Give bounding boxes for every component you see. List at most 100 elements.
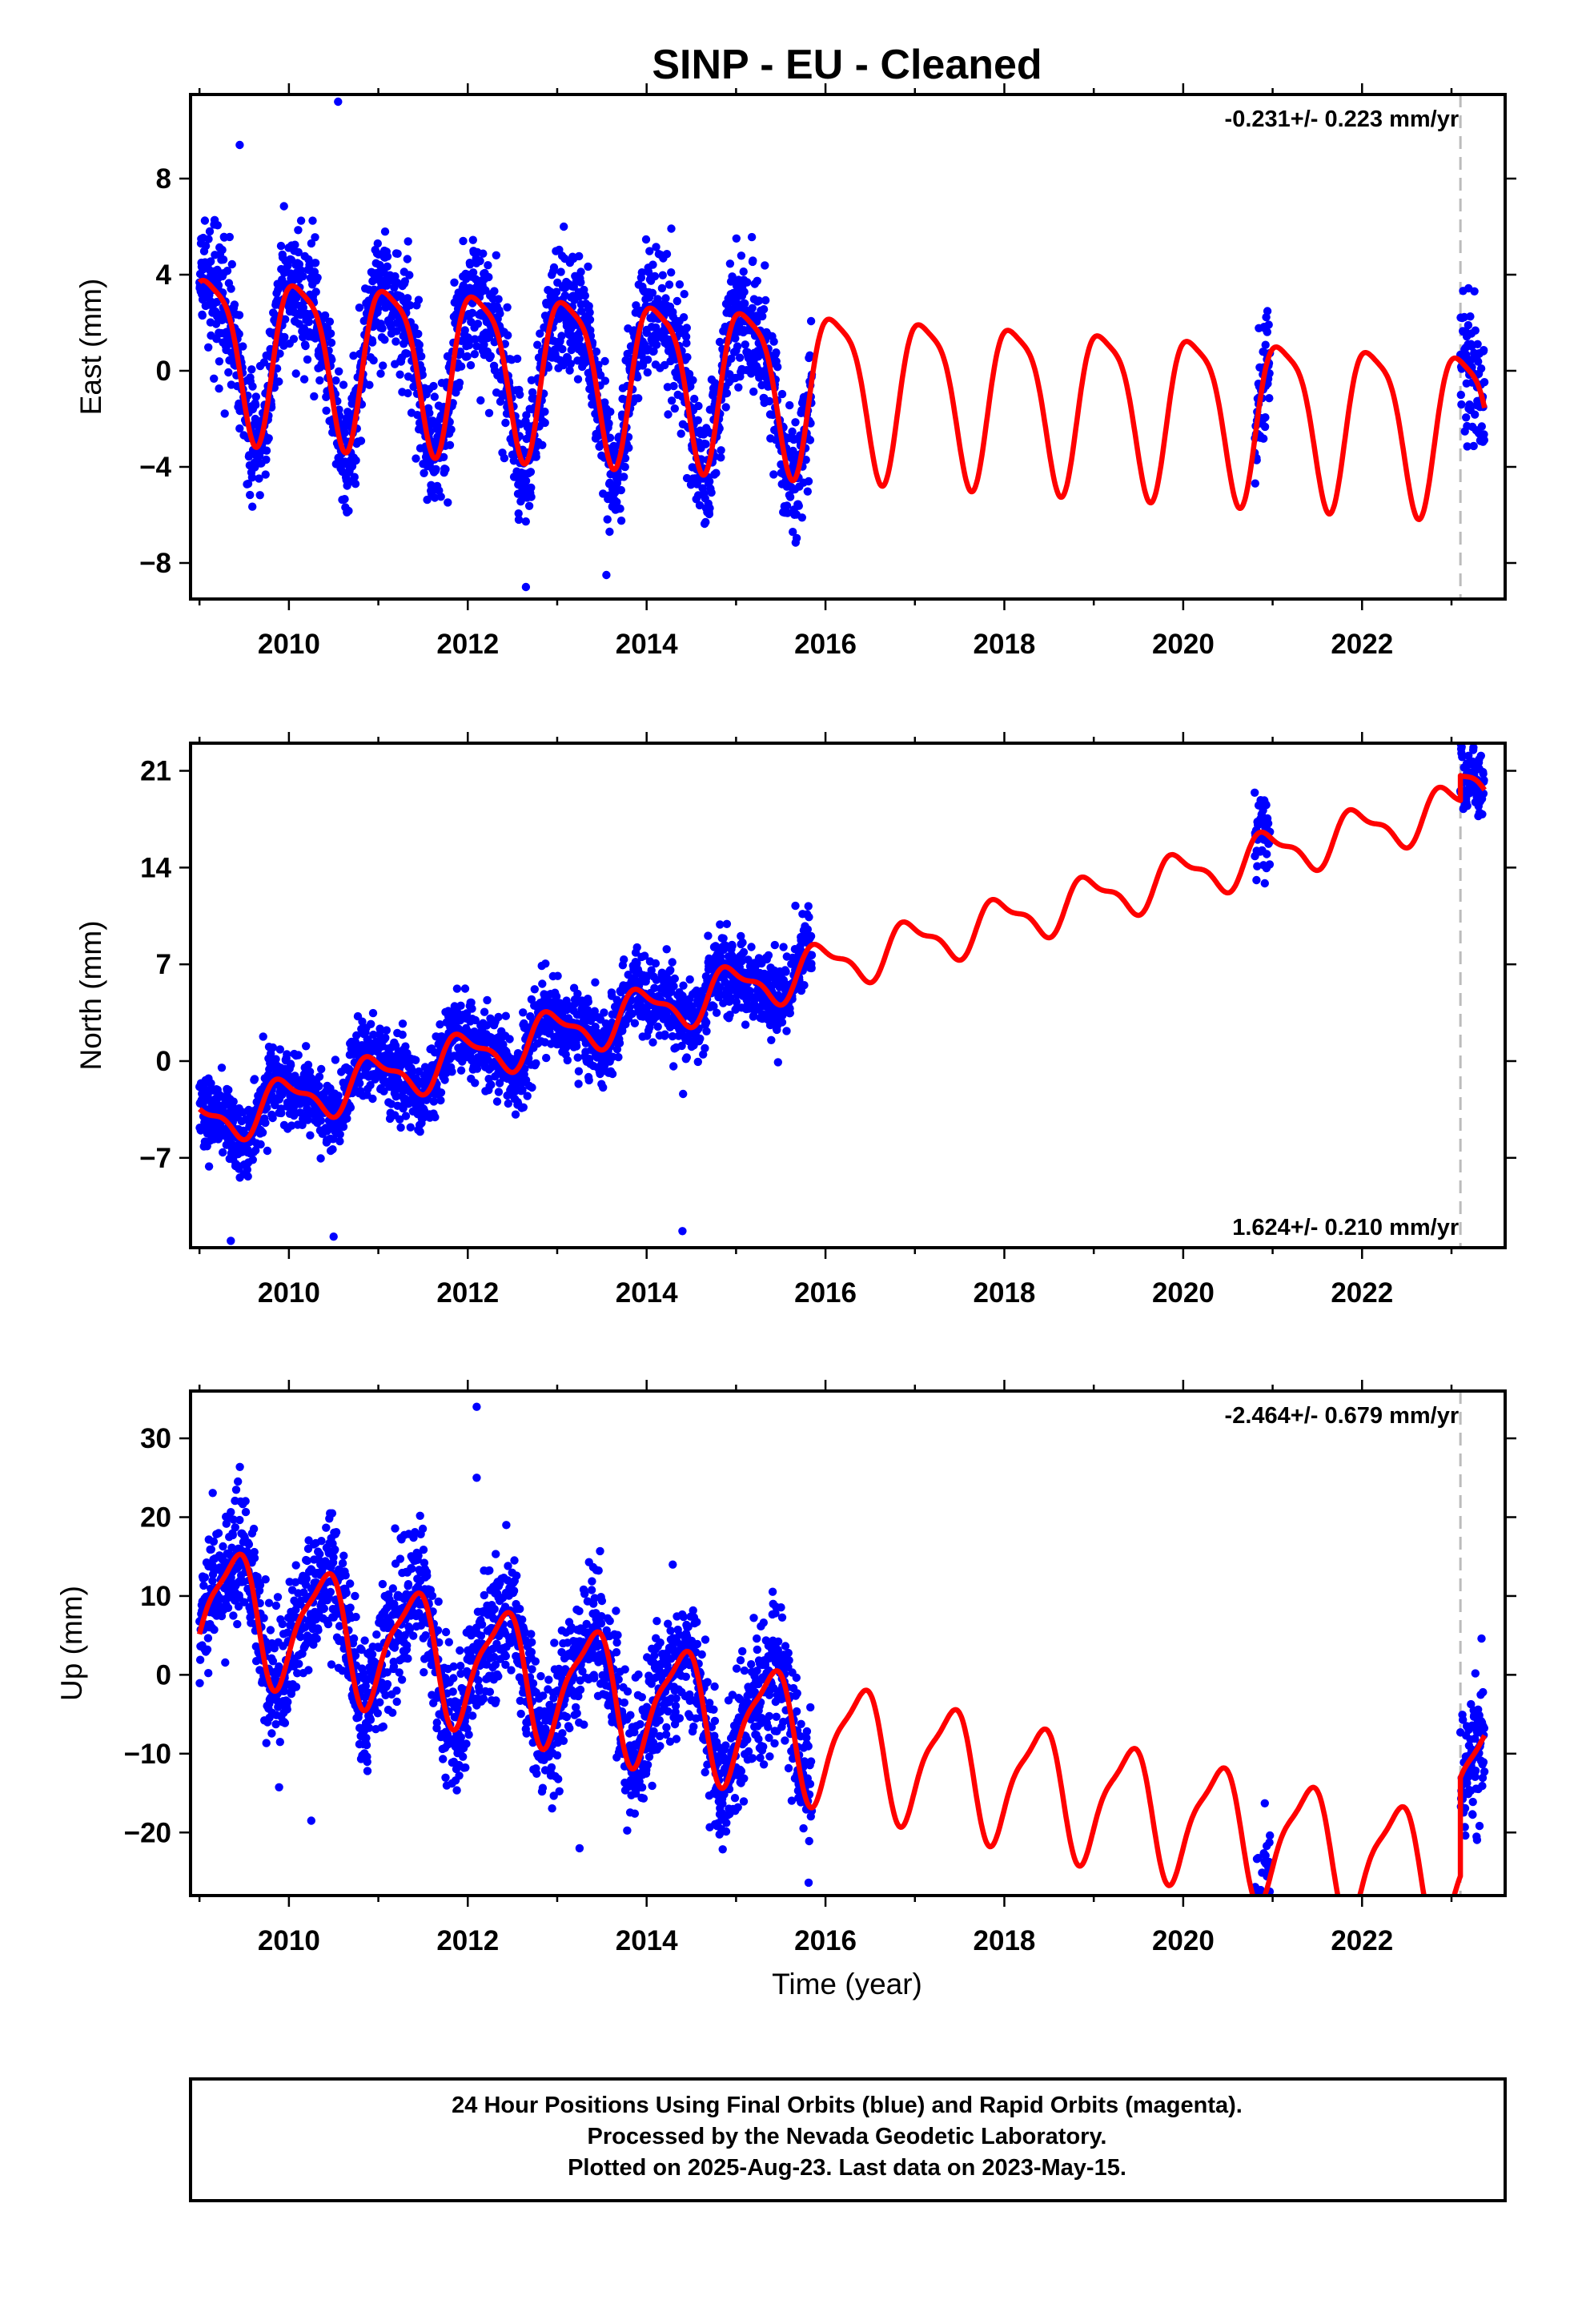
data-point (722, 919, 732, 929)
data-point (316, 1116, 326, 1125)
data-point (1456, 390, 1466, 400)
data-point (1476, 751, 1486, 760)
data-point (287, 1060, 295, 1070)
data-point (592, 347, 601, 356)
outlier-point (329, 1232, 338, 1241)
data-point (785, 493, 795, 501)
data-point (494, 1088, 504, 1096)
data-point (208, 1489, 217, 1498)
data-point (281, 315, 290, 324)
data-point (209, 1537, 219, 1546)
data-point (1463, 442, 1472, 451)
data-point (215, 384, 223, 393)
data-point (248, 1156, 257, 1164)
data-point (651, 959, 661, 968)
data-point (291, 369, 300, 378)
outlier-point (334, 97, 343, 107)
data-point (455, 378, 464, 388)
data-point (737, 957, 746, 966)
data-point (494, 1012, 503, 1022)
data-point (669, 982, 678, 991)
data-point (716, 952, 725, 961)
data-point (315, 1082, 323, 1091)
data-point (429, 381, 438, 391)
data-point (665, 280, 674, 289)
data-point (500, 453, 509, 463)
data-point (229, 1611, 238, 1620)
data-point (243, 479, 253, 489)
data-point (239, 342, 247, 351)
y-tick-label: 8 (156, 163, 171, 195)
data-point (351, 456, 360, 465)
data-point (765, 973, 774, 983)
data-point (243, 1172, 252, 1181)
data-point (496, 309, 504, 318)
data-point (367, 1019, 375, 1029)
data-point (430, 392, 439, 401)
data-point (250, 1075, 259, 1084)
data-point (512, 354, 522, 364)
data-point (791, 418, 800, 427)
data-point (538, 440, 547, 449)
data-point (398, 1019, 408, 1028)
data-point (247, 473, 257, 482)
data-point (716, 920, 725, 929)
data-point (1480, 378, 1489, 387)
x-tick-label: 2020 (1152, 1277, 1215, 1309)
data-point (287, 1121, 296, 1130)
data-point (351, 480, 360, 489)
data-point (410, 323, 419, 332)
data-point (261, 1118, 270, 1128)
data-point (728, 272, 737, 281)
data-point (632, 959, 641, 967)
data-point (294, 247, 303, 257)
data-point (255, 474, 263, 483)
data-point (207, 257, 215, 266)
data-point (664, 410, 673, 419)
data-point (1259, 434, 1268, 443)
final-orbit-points (195, 743, 1488, 1245)
data-point (210, 1625, 219, 1634)
plot-frame (189, 93, 1507, 601)
data-point (695, 501, 705, 510)
data-point (391, 337, 400, 346)
data-point (1463, 802, 1472, 810)
data-point (634, 394, 643, 403)
data-point (199, 1581, 208, 1590)
data-point (1260, 422, 1270, 432)
data-point (603, 515, 612, 524)
data-point (256, 1140, 265, 1149)
data-point (251, 392, 260, 401)
data-point (224, 368, 233, 377)
data-point (761, 261, 769, 270)
data-point (1469, 743, 1478, 752)
data-point (806, 316, 816, 326)
data-point (501, 1011, 510, 1020)
data-point (670, 404, 679, 413)
data-point (414, 296, 424, 304)
data-point (466, 360, 476, 370)
data-point (677, 1041, 686, 1051)
data-point (263, 1146, 272, 1156)
data-point (381, 1033, 390, 1043)
data-point (741, 1020, 750, 1029)
data-point (573, 989, 582, 999)
data-point (573, 1053, 582, 1062)
data-point (745, 987, 754, 995)
data-point (436, 1096, 445, 1105)
data-point (346, 1103, 355, 1112)
data-point (1466, 312, 1475, 321)
data-point (316, 1154, 325, 1163)
data-point (769, 470, 778, 479)
data-point (1471, 326, 1480, 335)
data-point (355, 304, 364, 312)
data-point (637, 268, 646, 277)
data-point (280, 332, 289, 342)
data-point (303, 1116, 312, 1124)
data-point (690, 394, 699, 404)
data-point (250, 1554, 259, 1562)
data-point (573, 375, 583, 384)
data-point (501, 418, 510, 428)
data-point (605, 433, 615, 442)
data-point (251, 400, 260, 409)
